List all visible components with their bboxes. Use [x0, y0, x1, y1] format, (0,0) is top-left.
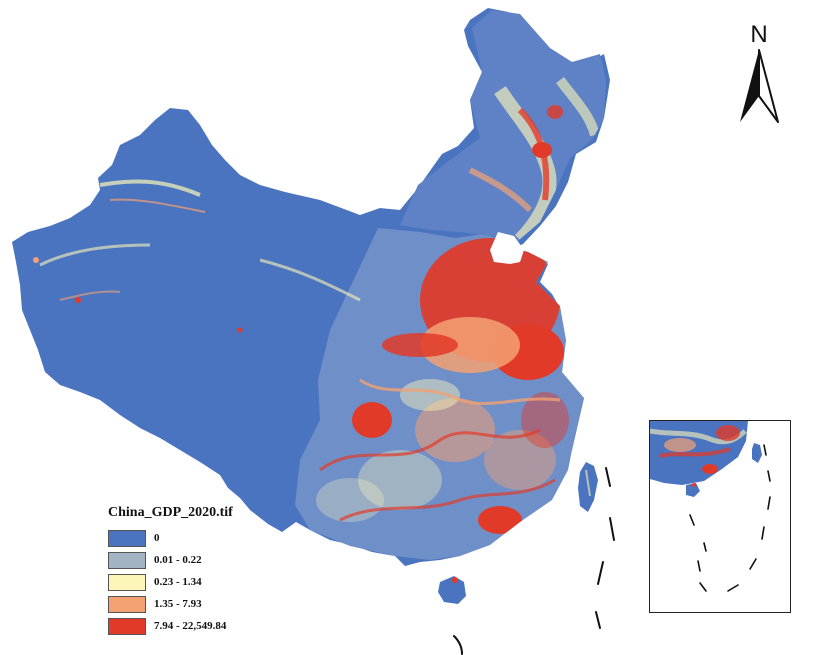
- legend-label: 7.94 - 22,549.84: [154, 620, 227, 632]
- bohai-sea: [490, 232, 524, 264]
- legend-title: China_GDP_2020.tif: [108, 505, 233, 520]
- east-gdp-zone: [295, 228, 584, 560]
- legend-label: 1.35 - 7.93: [154, 598, 202, 610]
- legend-label: 0.01 - 0.22: [154, 554, 202, 566]
- legend-swatch: [108, 617, 146, 635]
- legend-item: 1.35 - 7.93: [108, 593, 308, 615]
- legend-swatch: [108, 551, 146, 569]
- north-arrow-icon: [740, 49, 779, 123]
- inset-map: [650, 421, 771, 592]
- northeast-gdp-zone: [400, 10, 606, 246]
- west-gdp-traces: [33, 179, 361, 333]
- legend-swatch: [108, 595, 146, 613]
- legend-item: 0.01 - 0.22: [108, 549, 308, 571]
- legend-item: 0: [108, 527, 308, 549]
- north-arrow: N: [734, 22, 784, 126]
- hainan: [438, 576, 466, 604]
- maritime-boundary-lines: [453, 467, 615, 655]
- legend-item: 7.94 - 22,549.84: [108, 615, 308, 637]
- legend-label: 0.23 - 1.34: [154, 576, 202, 588]
- south-china-sea-inset: [649, 420, 791, 613]
- north-label: N: [750, 21, 768, 48]
- legend-swatch: [108, 573, 146, 591]
- map-legend: China_GDP_2020.tif 0 0.01 - 0.22 0.23 - …: [108, 504, 308, 637]
- legend-label: 0: [154, 532, 160, 544]
- legend-swatch: [108, 529, 146, 547]
- legend-item: 0.23 - 1.34: [108, 571, 308, 593]
